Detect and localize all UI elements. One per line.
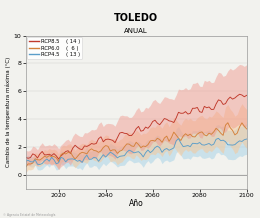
X-axis label: Año: Año [129,199,144,208]
Y-axis label: Cambio de la temperatura máxima (°C): Cambio de la temperatura máxima (°C) [5,57,11,167]
Text: © Agencia Estatal de Meteorología: © Agencia Estatal de Meteorología [3,213,55,217]
Text: TOLEDO: TOLEDO [114,13,158,23]
Legend: RCP8.5    ( 14 ), RCP6.0    (  6 ), RCP4.5    ( 13 ): RCP8.5 ( 14 ), RCP6.0 ( 6 ), RCP4.5 ( 13… [27,37,82,59]
Text: ANUAL: ANUAL [124,28,148,34]
